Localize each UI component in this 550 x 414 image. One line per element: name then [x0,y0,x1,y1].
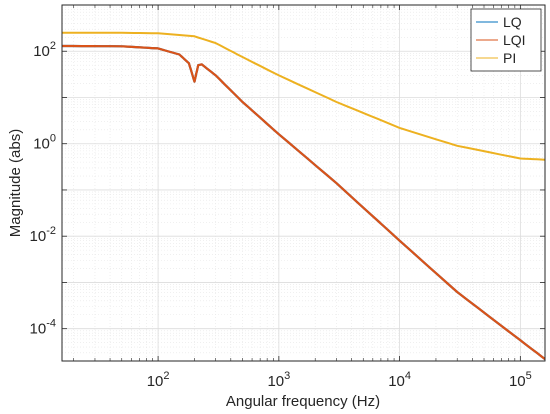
y-tick-label: 10-4 [30,318,56,338]
legend-label-lq: LQ [503,14,522,30]
y-tick-label: 100 [33,133,56,153]
series-line-lqi [62,44,545,360]
legend: LQ LQI PI [470,8,542,72]
x-tick-label: 105 [509,370,532,390]
series-layer [62,31,545,360]
minor-grid [62,5,545,361]
y-axis-label: Magnitude (abs) [7,129,24,237]
y-tick-labels: 10-4 10-2 100 102 [30,40,56,337]
x-tick-label: 104 [388,370,411,390]
plot-background [62,5,545,361]
legend-label-lqi: LQI [503,32,526,48]
y-tick-label: 102 [33,40,56,60]
tick-marks [62,4,545,361]
y-tick-label: 10-2 [30,225,56,245]
legend-label-pi: PI [503,50,516,66]
series-line-pi [62,31,545,161]
x-tick-label: 102 [147,370,170,390]
x-tick-label: 103 [267,370,290,390]
plot-frame [61,4,546,362]
x-axis-label: Angular frequency (Hz) [226,393,380,410]
x-tick-labels: 102 103 104 105 [147,370,532,390]
